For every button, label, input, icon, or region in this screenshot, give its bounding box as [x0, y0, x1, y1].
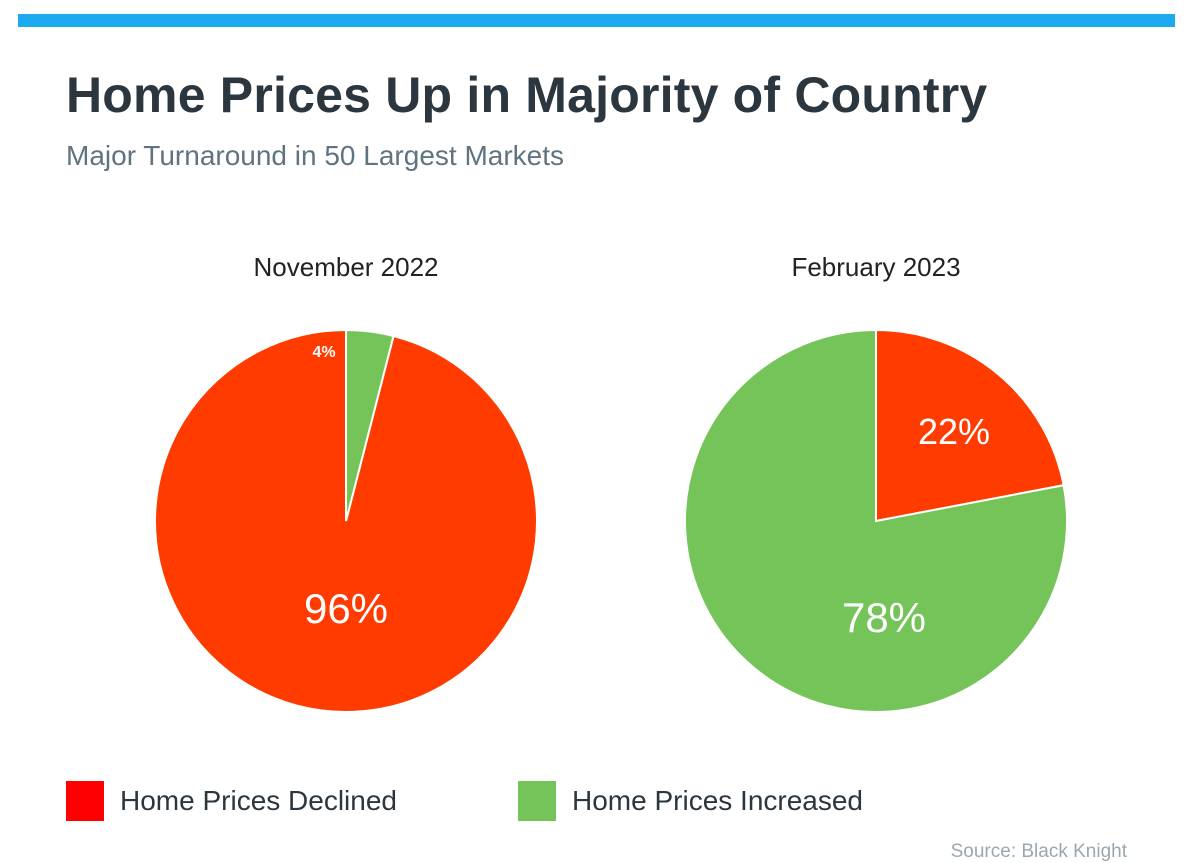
legend-swatch-increased — [518, 781, 556, 821]
legend-label-increased: Home Prices Increased — [572, 785, 864, 816]
legend-swatch-declined — [66, 781, 104, 821]
top-accent-bar — [18, 14, 1175, 27]
pie-slice-label: 78% — [842, 594, 926, 641]
page-title: Home Prices Up in Majority of Country — [66, 67, 988, 123]
pie-slice-label: 96% — [304, 585, 388, 632]
pie-title-november-2022: November 2022 — [253, 252, 439, 282]
legend-item-increased: Home Prices Increased — [518, 781, 863, 821]
pie-chart-february-2023: 22% 78% — [684, 328, 1068, 713]
legend-label-declined: Home Prices Declined — [120, 785, 397, 816]
legend-item-declined: Home Prices Declined — [66, 781, 397, 821]
pie-slice-label: 4% — [312, 344, 335, 361]
pie-slice-label: 22% — [918, 411, 990, 452]
source-note: Source: Black Knight — [950, 841, 1127, 862]
page-subtitle: Major Turnaround in 50 Largest Markets — [66, 140, 565, 171]
pie-slice-home-prices-increased — [684, 328, 1068, 713]
pie-slice-home-prices-declined — [875, 328, 1065, 523]
pie-chart-november-2022: 96% 4% — [154, 328, 538, 713]
pie-title-february-2023: February 2023 — [791, 252, 961, 282]
pie-slice-home-prices-increased — [345, 328, 395, 522]
